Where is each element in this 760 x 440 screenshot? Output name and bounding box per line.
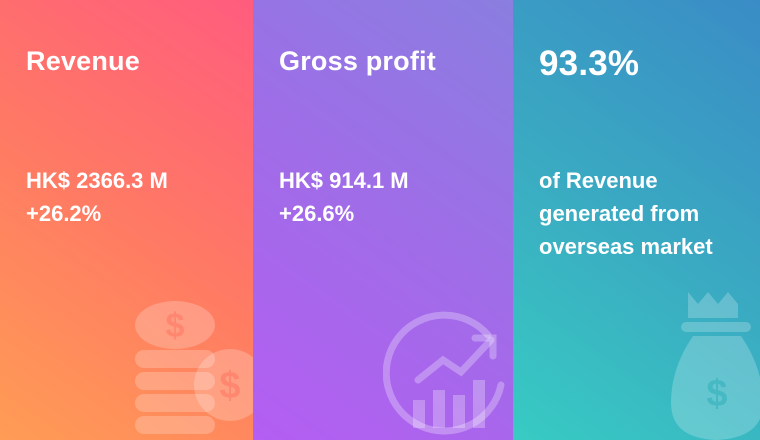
panel-title: 93.3% <box>539 44 640 83</box>
overseas-panel: 93.3% of Revenue generated from overseas… <box>513 0 760 440</box>
panel-body: of Revenue generated from overseas marke… <box>539 164 713 263</box>
panel-title: Revenue <box>26 46 140 76</box>
panel-title: Gross profit <box>279 46 436 76</box>
panel-body: HK$ 2366.3 M +26.2% <box>26 164 168 230</box>
panel-line: HK$ 2366.3 M <box>26 168 168 193</box>
panel-body: HK$ 914.1 M +26.6% <box>279 164 409 230</box>
revenue-panel: Revenue HK$ 2366.3 M +26.2% $ $ <box>0 0 253 440</box>
panel-line: +26.6% <box>279 201 355 226</box>
panel-line: overseas market <box>539 234 713 259</box>
svg-text:$: $ <box>706 373 727 415</box>
svg-text:$: $ <box>219 365 240 407</box>
gross-profit-panel: Gross profit HK$ 914.1 M +26.6% <box>253 0 513 440</box>
panel-line: +26.2% <box>26 201 102 226</box>
panel-line: generated from <box>539 201 700 226</box>
panel-line: of Revenue <box>539 168 658 193</box>
growth-icon <box>383 311 505 435</box>
svg-text:$: $ <box>166 307 185 345</box>
money-bag-icon: $ <box>671 292 760 440</box>
coins-icon: $ $ <box>135 301 253 434</box>
panel-line: HK$ 914.1 M <box>279 168 409 193</box>
